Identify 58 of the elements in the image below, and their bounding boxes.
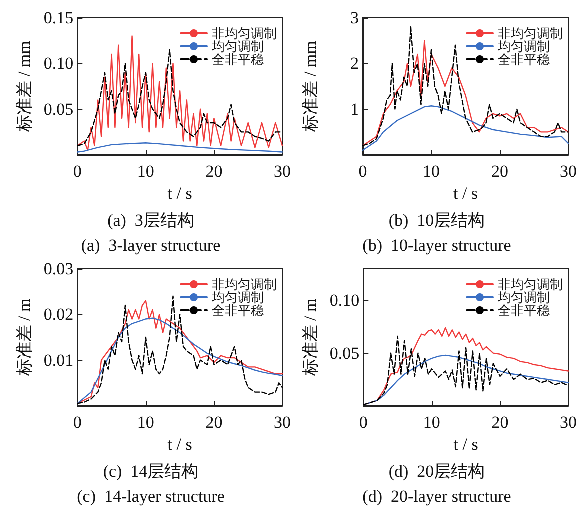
y-tick-label: 0.02 — [44, 305, 74, 324]
text: (b) 10-layer structure — [362, 236, 512, 255]
y-axis-title: 标准差 / m — [301, 298, 320, 378]
y-tick-label: 3 — [350, 8, 359, 28]
y-axis-title: 标准差 / mm — [15, 41, 34, 133]
legend-label: 全非平稳 — [212, 303, 264, 318]
x-tick-label: 0 — [73, 413, 82, 432]
text: (a) 3层结构 — [108, 211, 194, 230]
x-axis-title: t / s — [453, 184, 478, 203]
legend-label: 非均匀调制 — [498, 26, 563, 41]
legend-label: 全非平稳 — [498, 52, 550, 67]
legend-label: 全非平稳 — [498, 303, 550, 318]
text: (b) 10层结构 — [388, 211, 486, 230]
line-series — [77, 318, 284, 404]
legend-label: 非均匀调制 — [212, 26, 277, 41]
x-tick-label: 0 — [358, 162, 368, 181]
x-tick-label: 10 — [137, 162, 154, 181]
text: (d) 20-layer structure — [362, 487, 512, 506]
x-tick-label: 0 — [359, 413, 368, 432]
x-axis-title: t / s — [454, 434, 478, 454]
y-tick-label: 0.10 — [44, 54, 74, 74]
text: (d) 20层结构 — [388, 462, 486, 481]
x-tick-label: 30 — [560, 162, 577, 181]
x-tick-label: 30 — [560, 413, 577, 432]
x-tick-label: 10 — [137, 413, 154, 432]
x-tick-label: 30 — [274, 413, 291, 432]
text: (c) 14-layer structure — [77, 487, 225, 506]
legend-label: 均匀调制 — [211, 39, 264, 54]
legend-label: 全非平稳 — [212, 52, 264, 67]
legend-label: 均匀调制 — [211, 290, 264, 305]
y-tick-label: 0.10 — [330, 291, 360, 310]
line-series — [77, 142, 284, 153]
x-tick-label: 20 — [492, 162, 508, 181]
legend-label: 均匀调制 — [497, 39, 550, 54]
x-tick-label: 0 — [73, 162, 82, 181]
x-axis-title: t / s — [168, 434, 192, 454]
x-axis-title: t / s — [168, 184, 192, 203]
y-tick-label: 0.03 — [44, 260, 74, 278]
x-tick-label: 20 — [206, 413, 223, 432]
x-tick-label: 10 — [423, 413, 440, 432]
y-axis-title: 标准差 / m — [15, 298, 34, 378]
x-tick-label: 20 — [206, 162, 223, 181]
y-axis-title: 标准差 / mm — [301, 41, 320, 133]
y-tick-label: 0.05 — [330, 344, 360, 363]
y-tick-label: 0.05 — [44, 100, 74, 119]
text: (a) 3-layer structure — [81, 236, 221, 255]
x-tick-label: 30 — [274, 162, 291, 181]
line-series — [362, 106, 570, 152]
y-tick-label: 0.15 — [44, 8, 74, 28]
legend-label: 非均匀调制 — [212, 277, 277, 292]
legend-label: 非均匀调制 — [498, 277, 563, 292]
y-tick-label: 1 — [350, 100, 359, 119]
x-tick-label: 10 — [423, 162, 440, 181]
legend-label: 均匀调制 — [497, 290, 550, 305]
y-tick-label: 0.01 — [44, 350, 74, 370]
text: (c) 14层结构 — [103, 462, 199, 481]
y-tick-label: 2 — [350, 54, 359, 74]
x-tick-label: 20 — [492, 413, 509, 432]
